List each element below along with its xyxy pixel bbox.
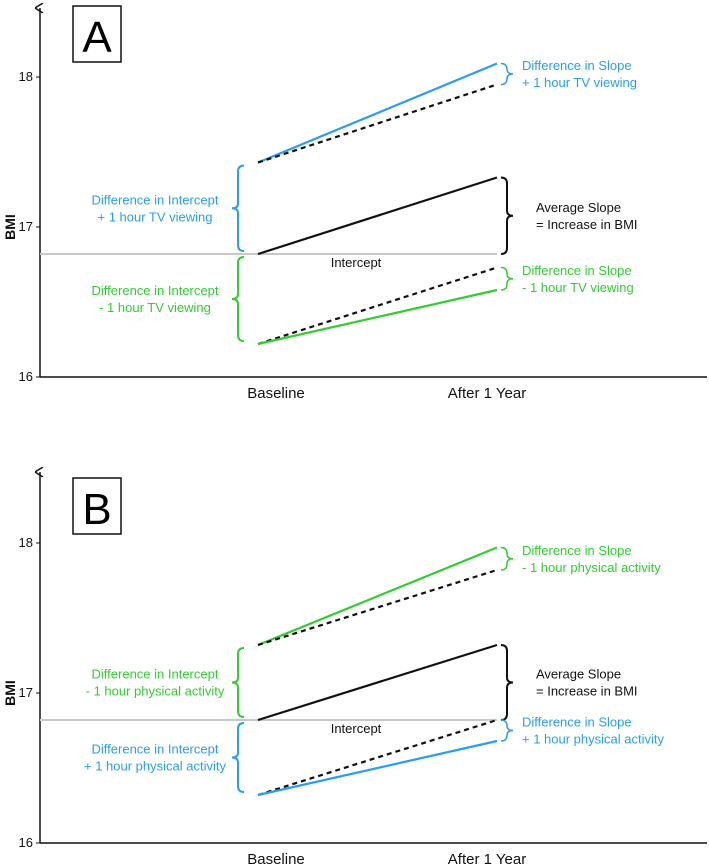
annotation-right: Difference in Slope - 1 hour TV viewing (522, 263, 634, 295)
brace-right (500, 644, 514, 721)
brace-left (231, 722, 245, 793)
annotation-left: Difference in Intercept - 1 hour physical… (86, 667, 225, 699)
y-tick-label: 17 (19, 685, 33, 700)
intercept-label: Intercept (331, 721, 382, 736)
series-line-4 (257, 739, 498, 797)
annotation-right: Difference in Slope + 1 hour TV viewing (522, 58, 637, 90)
panel-label-box (72, 477, 122, 535)
brace-right (500, 62, 514, 86)
brace-left (231, 256, 245, 342)
panel-label: A (82, 13, 112, 62)
series-line-0 (257, 62, 498, 164)
panel-a: A 16 17 18 BMI Baseline After 1 Year Intercept D… (2, 6, 707, 402)
y-tick-label: 17 (19, 219, 33, 234)
brace-right (500, 546, 514, 571)
x-tick-label: Baseline (247, 385, 305, 402)
series-line-4 (257, 288, 498, 346)
brace-right (500, 266, 514, 291)
annotation-left: Difference in Intercept + 1 hour TV viewi… (92, 192, 219, 224)
panel-label-box (72, 5, 122, 63)
annotation-right: Average Slope = Increase in BMI (536, 667, 638, 699)
y-tick-label: 18 (19, 69, 33, 84)
series-line-1 (257, 83, 498, 164)
y-axis-label: BMI (2, 214, 18, 240)
annotation-left: Difference in Intercept - 1 hour TV viewi… (92, 283, 219, 315)
brace-right (500, 176, 514, 255)
series-line-2 (257, 643, 498, 722)
brace-right (500, 719, 514, 742)
panel-b: B 16 17 18 BMI Baseline After 1 Year Intercept D… (2, 472, 707, 866)
annotation-right: Difference in Slope - 1 hour physical act… (522, 543, 661, 575)
x-tick-label: Baseline (247, 851, 305, 866)
series-line-1 (257, 568, 498, 647)
series-line-0 (257, 546, 498, 647)
annotation-right: Difference in Slope + 1 hour physical act… (522, 715, 664, 747)
series-line-3 (257, 718, 498, 797)
series-line-3 (257, 266, 498, 346)
y-axis-label: BMI (2, 680, 18, 706)
x-tick-label: After 1 Year (448, 385, 526, 402)
brace-left (231, 647, 245, 718)
series-line-2 (257, 176, 498, 256)
panel-label: B (82, 485, 111, 534)
annotation-left: Difference in Intercept + 1 hour physical… (84, 742, 226, 774)
intercept-label: Intercept (331, 255, 382, 270)
annotation-right: Average Slope = Increase in BMI (536, 200, 638, 232)
y-tick-label: 16 (19, 369, 33, 384)
brace-left (231, 164, 245, 252)
y-tick-label: 18 (19, 535, 33, 550)
x-tick-label: After 1 Year (448, 851, 526, 866)
y-tick-label: 16 (19, 835, 33, 850)
